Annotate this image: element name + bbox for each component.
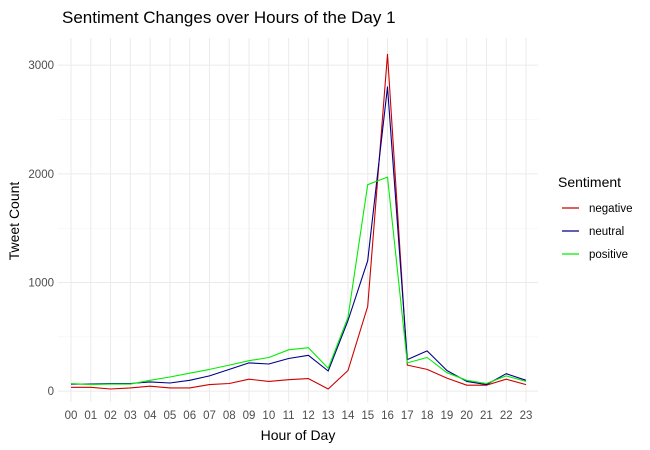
x-tick-label: 14 bbox=[342, 410, 355, 422]
x-tick-label: 02 bbox=[104, 410, 117, 422]
x-tick-label: 05 bbox=[164, 410, 177, 422]
legend-title: Sentiment bbox=[558, 174, 621, 190]
grid bbox=[58, 38, 538, 402]
x-axis-title: Hour of Day bbox=[261, 427, 336, 443]
legend-label-negative: negative bbox=[589, 203, 632, 215]
series-lines bbox=[70, 53, 527, 390]
chart-title: Sentiment Changes over Hours of the Day … bbox=[62, 8, 396, 27]
x-tick-label: 10 bbox=[262, 410, 275, 422]
y-tick-label: 2000 bbox=[28, 169, 54, 181]
x-axis-ticks: 00 01 02 03 04 05 06 07 08 09 10 11 12 13 14 15 16 17 18 19… bbox=[65, 410, 533, 422]
y-tick-label: 3000 bbox=[28, 60, 54, 72]
x-tick-label: 16 bbox=[381, 410, 394, 422]
x-tick-label: 08 bbox=[223, 410, 236, 422]
x-tick-label: 04 bbox=[144, 410, 157, 422]
x-tick-label: 19 bbox=[440, 410, 453, 422]
legend-label-neutral: neutral bbox=[589, 226, 624, 238]
y-tick-label: 1000 bbox=[28, 277, 54, 289]
legend: Sentiment negative neutral positive bbox=[558, 174, 632, 261]
x-tick-label: 18 bbox=[421, 410, 434, 422]
series-line-neutral bbox=[71, 86, 527, 386]
x-tick-label: 20 bbox=[460, 410, 473, 422]
x-tick-label: 22 bbox=[500, 410, 513, 422]
legend-label-positive: positive bbox=[589, 249, 628, 261]
y-axis-title: Tweet Count bbox=[6, 182, 22, 261]
x-tick-label: 11 bbox=[283, 410, 295, 422]
series-line-positive bbox=[70, 176, 527, 386]
y-axis-ticks: 0 1000 2000 3000 bbox=[28, 60, 54, 398]
x-tick-label: 09 bbox=[243, 410, 256, 422]
x-tick-label: 03 bbox=[124, 410, 137, 422]
series-line-negative bbox=[71, 53, 527, 390]
x-tick-label: 23 bbox=[520, 410, 533, 422]
x-tick-label: 00 bbox=[65, 410, 78, 422]
y-tick-label: 0 bbox=[48, 386, 54, 398]
x-tick-label: 15 bbox=[361, 410, 374, 422]
x-tick-label: 17 bbox=[401, 410, 414, 422]
x-tick-label: 07 bbox=[203, 410, 216, 422]
x-tick-label: 13 bbox=[322, 410, 335, 422]
x-tick-label: 01 bbox=[84, 410, 97, 422]
x-tick-label: 21 bbox=[480, 410, 493, 422]
x-tick-label: 12 bbox=[302, 410, 315, 422]
x-tick-label: 06 bbox=[183, 410, 196, 422]
